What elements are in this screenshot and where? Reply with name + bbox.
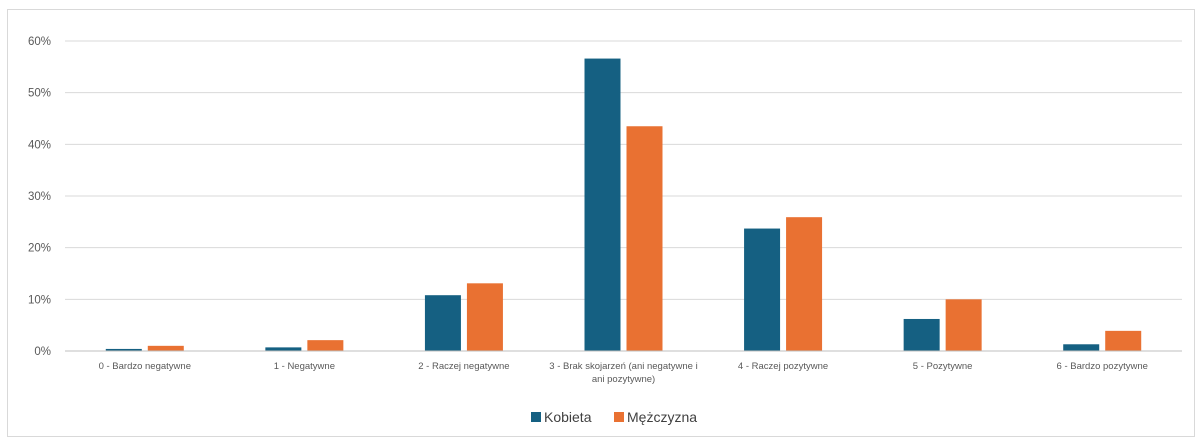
bar-kobieta-3 (584, 58, 621, 352)
gridlines (65, 40, 1182, 300)
bar-mężczyzna-5 (945, 299, 982, 351)
bar-kobieta-6 (1063, 344, 1100, 351)
bar-kobieta-0 (105, 348, 142, 351)
y-tick-label: 60% (28, 36, 51, 48)
y-tick-label: 0% (34, 346, 51, 358)
x-category-label: 4 - Raczej pozytywne (738, 361, 828, 372)
x-category-label: 0 - Bardzo negatywne (99, 361, 191, 372)
x-category-label: 5 - Pozytywne (913, 361, 973, 372)
bars (105, 58, 1142, 352)
bar-kobieta-4 (744, 228, 781, 351)
y-tick-label: 50% (28, 88, 51, 100)
legend: Kobieta Mężczyzna (531, 409, 697, 425)
bar-mężczyzna-2 (466, 283, 503, 351)
bar-mężczyzna-3 (626, 126, 663, 351)
y-tick-label: 10% (28, 294, 51, 306)
legend-swatch-kobieta (531, 412, 541, 422)
bar-mężczyzna-0 (147, 345, 184, 351)
legend-label: Kobieta (544, 409, 592, 425)
x-axis-category-labels: 0 - Bardzo negatywne 1 - Negatywne 2 - Rac… (99, 361, 1148, 385)
y-axis-tick-labels: 0% 10% 20% 30% 40% 50% 60% (28, 36, 51, 358)
legend-swatch-mężczyzna (614, 412, 624, 422)
bar-mężczyzna-1 (307, 340, 344, 351)
y-tick-label: 20% (28, 243, 51, 255)
bar-mężczyzna-6 (1105, 330, 1142, 351)
x-category-label: 2 - Raczej negatywne (418, 361, 509, 372)
y-tick-label: 30% (28, 191, 51, 203)
bar-mężczyzna-4 (786, 217, 823, 351)
legend-label: Mężczyzna (627, 409, 697, 425)
bar-kobieta-2 (424, 295, 461, 351)
y-tick-label: 40% (28, 139, 51, 151)
bar-kobieta-1 (265, 347, 302, 351)
bar-kobieta-5 (903, 318, 940, 351)
x-category-label: 6 - Bardzo pozytywne (1057, 361, 1148, 372)
x-category-label: 3 - Brak skojarzeń (ani negatywne i ani p… (549, 361, 697, 385)
x-category-label: 1 - Negatywne (274, 361, 335, 372)
